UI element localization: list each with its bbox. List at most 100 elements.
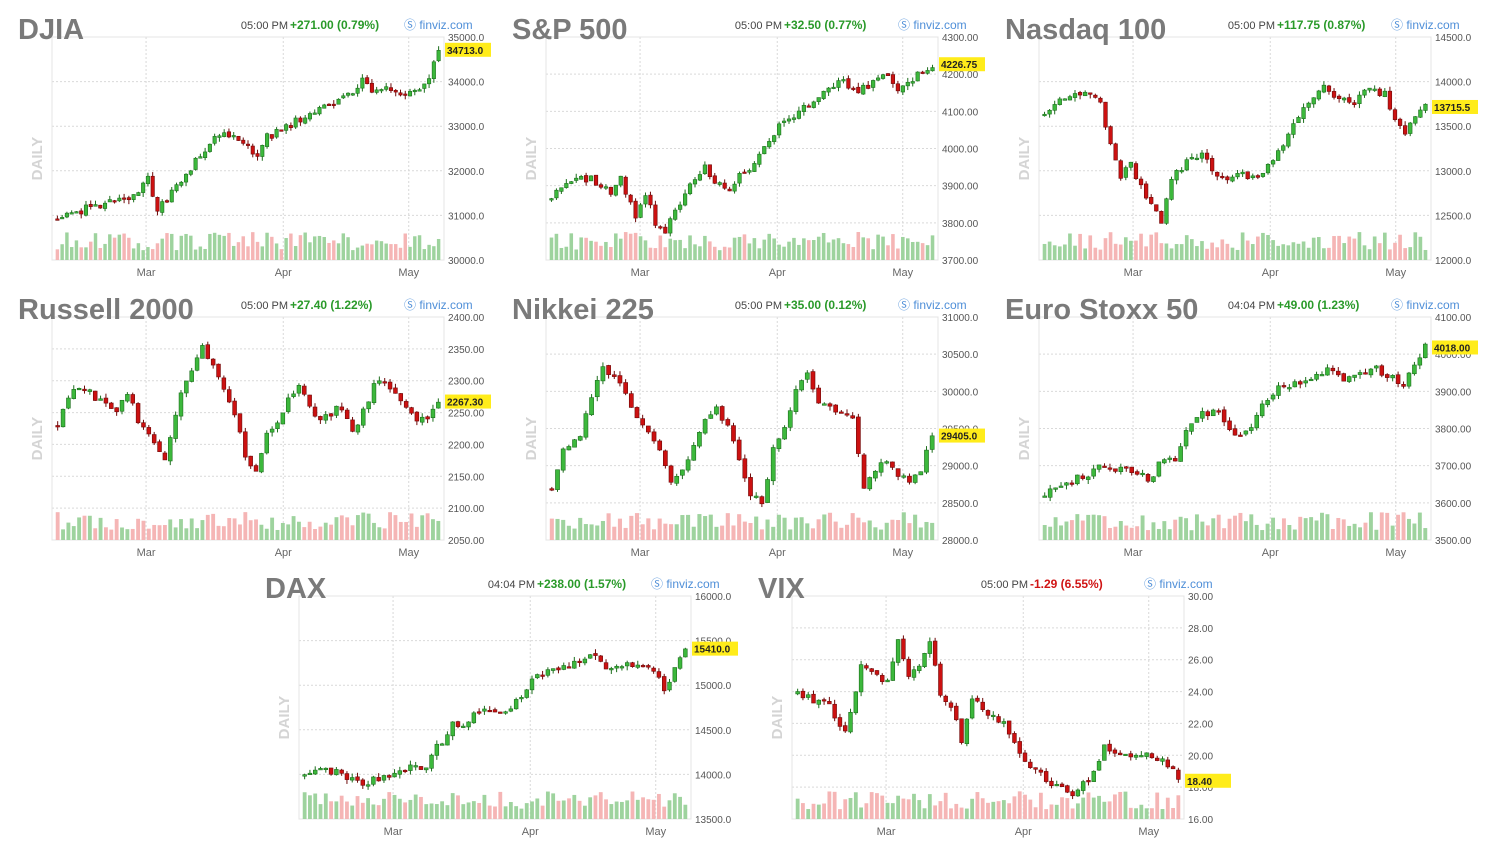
candle (673, 209, 678, 220)
source-link[interactable]: Ⓢ finviz.com (404, 18, 473, 32)
plot-area (545, 316, 939, 541)
candle (905, 81, 910, 87)
candle (765, 479, 770, 503)
volume-bar (1374, 529, 1379, 540)
volume-bar (141, 250, 145, 260)
volume-bar (782, 246, 786, 260)
candle (189, 370, 194, 382)
volume-bar (280, 522, 285, 540)
volume-bar (822, 514, 827, 540)
volume-bar (1385, 512, 1390, 540)
volume-bar (1146, 530, 1150, 540)
volume-bar (1179, 244, 1184, 260)
candle (856, 416, 861, 454)
candle (608, 186, 613, 195)
candle (1140, 472, 1145, 476)
volume-bar (1144, 246, 1148, 260)
volume-bar (1028, 799, 1033, 819)
candle (1103, 101, 1108, 128)
candle (471, 712, 477, 724)
volume-bar (691, 526, 696, 540)
volume-bar (323, 522, 328, 540)
candle (76, 388, 82, 391)
x-tick-label: May (1385, 267, 1406, 279)
source-link[interactable]: Ⓢ finviz.com (651, 577, 720, 591)
candle (635, 664, 640, 668)
y-tick-label: 13500.0 (1435, 122, 1472, 133)
volume-bar (530, 801, 534, 819)
candle (707, 164, 712, 178)
candle (556, 667, 561, 671)
period-label: DAILY (29, 137, 46, 181)
volume-bar (771, 526, 776, 540)
volume-bar (1327, 247, 1331, 260)
volume-bar (663, 523, 668, 540)
y-tick-label: 14500.0 (695, 726, 732, 737)
candle (895, 639, 901, 663)
candle (837, 717, 843, 727)
candle (867, 477, 873, 490)
x-tick-label: Apr (1262, 547, 1279, 559)
candle (975, 697, 980, 702)
volume-bar (964, 808, 969, 819)
volume-bar (683, 804, 688, 819)
candle (583, 413, 589, 438)
volume-bar (1342, 243, 1347, 260)
candle (1276, 150, 1281, 161)
source-link[interactable]: Ⓢ finviz.com (898, 298, 967, 312)
candle (796, 110, 801, 119)
volume-bar (345, 517, 350, 540)
candle (1326, 85, 1332, 92)
candle (663, 450, 668, 466)
candle (1184, 159, 1189, 171)
volume-bar (703, 235, 707, 260)
volume-bar (915, 241, 920, 260)
candle (1133, 754, 1139, 758)
candle (1022, 752, 1028, 762)
candle (331, 103, 336, 106)
source-link[interactable]: Ⓢ finviz.com (404, 298, 473, 312)
volume-bar (355, 515, 360, 540)
source-link[interactable]: Ⓢ finviz.com (1144, 577, 1213, 591)
volume-bar (1097, 515, 1102, 540)
volume-bar (334, 517, 339, 540)
candle (1047, 488, 1053, 498)
volume-bar (628, 233, 633, 260)
candle (1128, 753, 1133, 758)
candle (312, 112, 317, 115)
volume-bar (827, 791, 832, 819)
volume-bar (722, 246, 727, 260)
y-tick-label: 4300.00 (942, 33, 979, 44)
candle (360, 77, 365, 89)
volume-bar (561, 800, 566, 819)
last-price-marker (445, 42, 491, 57)
source-link[interactable]: Ⓢ finviz.com (1391, 18, 1460, 32)
volume-bar (617, 518, 622, 540)
volume-bar (93, 528, 98, 540)
candle (119, 399, 125, 412)
volume-bar (648, 247, 653, 260)
candle (393, 89, 398, 93)
candle (1134, 471, 1140, 475)
candle (878, 462, 884, 473)
y-tick-label: 13500.0 (695, 815, 732, 826)
volume-bar (150, 249, 155, 260)
volume-bar (160, 238, 164, 260)
candle (1227, 420, 1232, 430)
candle (833, 404, 839, 413)
volume-bar (165, 233, 169, 260)
volume-bar (1088, 235, 1093, 260)
volume-bar (298, 235, 303, 260)
source-link[interactable]: Ⓢ finviz.com (1391, 298, 1460, 312)
source-link[interactable]: Ⓢ finviz.com (898, 18, 967, 32)
volume-bar (589, 524, 594, 540)
volume-bar (1123, 237, 1128, 260)
candle (60, 217, 65, 220)
candle (60, 408, 66, 428)
candle (466, 721, 471, 728)
volume-bar (922, 808, 927, 819)
volume-bar (688, 235, 692, 260)
candle (307, 394, 312, 407)
candle (1311, 97, 1316, 105)
y-tick-label: 31000.0 (448, 211, 485, 222)
